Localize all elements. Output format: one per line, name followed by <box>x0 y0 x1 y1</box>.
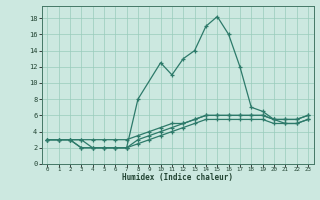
X-axis label: Humidex (Indice chaleur): Humidex (Indice chaleur) <box>122 173 233 182</box>
